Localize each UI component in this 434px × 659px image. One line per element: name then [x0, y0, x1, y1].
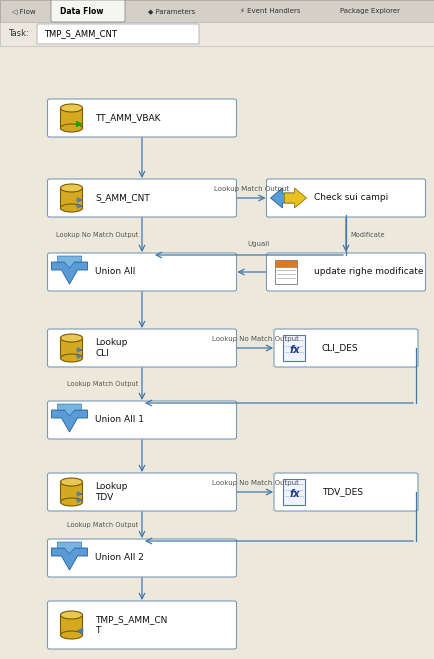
Bar: [283, 335, 304, 361]
Text: CLI_DES: CLI_DES: [321, 343, 358, 353]
FancyBboxPatch shape: [273, 329, 417, 367]
Text: Package Explorer: Package Explorer: [339, 8, 399, 14]
FancyBboxPatch shape: [47, 179, 236, 217]
Bar: [0, 22, 434, 46]
Ellipse shape: [60, 334, 82, 342]
FancyBboxPatch shape: [51, 0, 125, 22]
Text: Union All 1: Union All 1: [95, 416, 144, 424]
Ellipse shape: [60, 124, 82, 132]
Polygon shape: [51, 410, 87, 432]
Text: Lookup No Match Output: Lookup No Match Output: [211, 336, 298, 342]
Bar: [275, 260, 297, 267]
Text: ◆ Parameters: ◆ Parameters: [148, 8, 195, 14]
Bar: [60, 338, 82, 358]
Text: fx: fx: [289, 489, 300, 499]
Polygon shape: [270, 188, 293, 208]
Bar: [60, 615, 82, 635]
Ellipse shape: [60, 611, 82, 619]
Text: S_AMM_CNT: S_AMM_CNT: [95, 194, 150, 202]
Ellipse shape: [60, 631, 82, 639]
Text: ⚡ Event Handlers: ⚡ Event Handlers: [240, 8, 300, 14]
FancyBboxPatch shape: [47, 539, 236, 577]
Ellipse shape: [60, 354, 82, 362]
FancyBboxPatch shape: [47, 329, 236, 367]
Text: Check sui campi: Check sui campi: [314, 194, 388, 202]
Text: Union All: Union All: [95, 268, 135, 277]
Text: fx: fx: [289, 345, 300, 355]
FancyBboxPatch shape: [37, 24, 198, 44]
Text: Lookup
CLI: Lookup CLI: [95, 338, 128, 358]
FancyBboxPatch shape: [47, 99, 236, 137]
Text: TT_AMM_VBAK: TT_AMM_VBAK: [95, 113, 161, 123]
Text: Lookup Match Output: Lookup Match Output: [66, 381, 138, 387]
FancyBboxPatch shape: [47, 601, 236, 649]
Ellipse shape: [60, 204, 82, 212]
Text: Lookup Match Output: Lookup Match Output: [214, 186, 289, 192]
Bar: [283, 479, 304, 505]
Ellipse shape: [60, 104, 82, 112]
Bar: [60, 108, 82, 128]
Polygon shape: [51, 262, 87, 284]
FancyBboxPatch shape: [266, 253, 424, 291]
Bar: [275, 260, 297, 284]
Text: Lookup Match Output: Lookup Match Output: [66, 522, 138, 528]
Polygon shape: [57, 404, 81, 416]
Text: Modificate: Modificate: [349, 232, 384, 238]
Text: TDV_DES: TDV_DES: [321, 488, 362, 496]
Text: Lookup
TDV: Lookup TDV: [95, 482, 128, 502]
FancyBboxPatch shape: [47, 401, 236, 439]
Text: Lookup No Match Output: Lookup No Match Output: [56, 232, 138, 238]
FancyBboxPatch shape: [273, 473, 417, 511]
Text: Uguali: Uguali: [247, 241, 270, 247]
Text: Task:: Task:: [8, 30, 29, 38]
FancyBboxPatch shape: [47, 473, 236, 511]
Ellipse shape: [60, 184, 82, 192]
FancyBboxPatch shape: [266, 179, 424, 217]
Text: Data Flow: Data Flow: [60, 7, 103, 16]
Text: Lookup No Match Output: Lookup No Match Output: [211, 480, 298, 486]
Polygon shape: [51, 548, 87, 570]
Text: update righe modificate: update righe modificate: [314, 268, 423, 277]
Ellipse shape: [60, 478, 82, 486]
Polygon shape: [57, 256, 81, 268]
Bar: [60, 482, 82, 502]
Ellipse shape: [60, 498, 82, 506]
Text: TMP_S_AMM_CN
T: TMP_S_AMM_CN T: [95, 615, 168, 635]
Text: TMP_S_AMM_CNT: TMP_S_AMM_CNT: [44, 30, 117, 38]
Polygon shape: [284, 188, 306, 208]
Bar: [0, 0, 434, 22]
Text: ◁ Flow: ◁ Flow: [12, 8, 36, 14]
FancyBboxPatch shape: [47, 253, 236, 291]
Bar: [60, 188, 82, 208]
Text: Union All 2: Union All 2: [95, 554, 144, 563]
Polygon shape: [57, 542, 81, 554]
